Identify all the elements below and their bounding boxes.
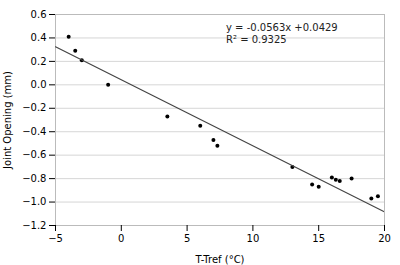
svg-text:Joint Opening (mm): Joint Opening (mm) <box>2 71 13 170</box>
svg-text:−0.8: −0.8 <box>22 173 46 184</box>
svg-text:0.4: 0.4 <box>31 32 47 43</box>
svg-text:T-Tref (°C): T-Tref (°C) <box>194 254 244 265</box>
svg-text:0: 0 <box>118 233 124 244</box>
svg-text:20: 20 <box>378 233 391 244</box>
svg-text:−0.4: −0.4 <box>22 126 46 137</box>
svg-text:−0.2: −0.2 <box>22 102 46 113</box>
svg-text:−1.2: −1.2 <box>22 220 46 231</box>
svg-text:0.6: 0.6 <box>31 9 47 20</box>
svg-text:15: 15 <box>312 233 325 244</box>
svg-text:10: 10 <box>247 233 260 244</box>
svg-text:0.0: 0.0 <box>31 79 47 90</box>
svg-text:5: 5 <box>184 233 190 244</box>
svg-text:−1.0: −1.0 <box>22 196 46 207</box>
svg-text:0.2: 0.2 <box>31 56 47 67</box>
svg-text:−0.6: −0.6 <box>22 149 46 160</box>
svg-text:−5: −5 <box>48 233 63 244</box>
svg-text:y = -0.0563x +0.0429R² = 0.932: y = -0.0563x +0.0429R² = 0.9325 <box>226 22 338 45</box>
